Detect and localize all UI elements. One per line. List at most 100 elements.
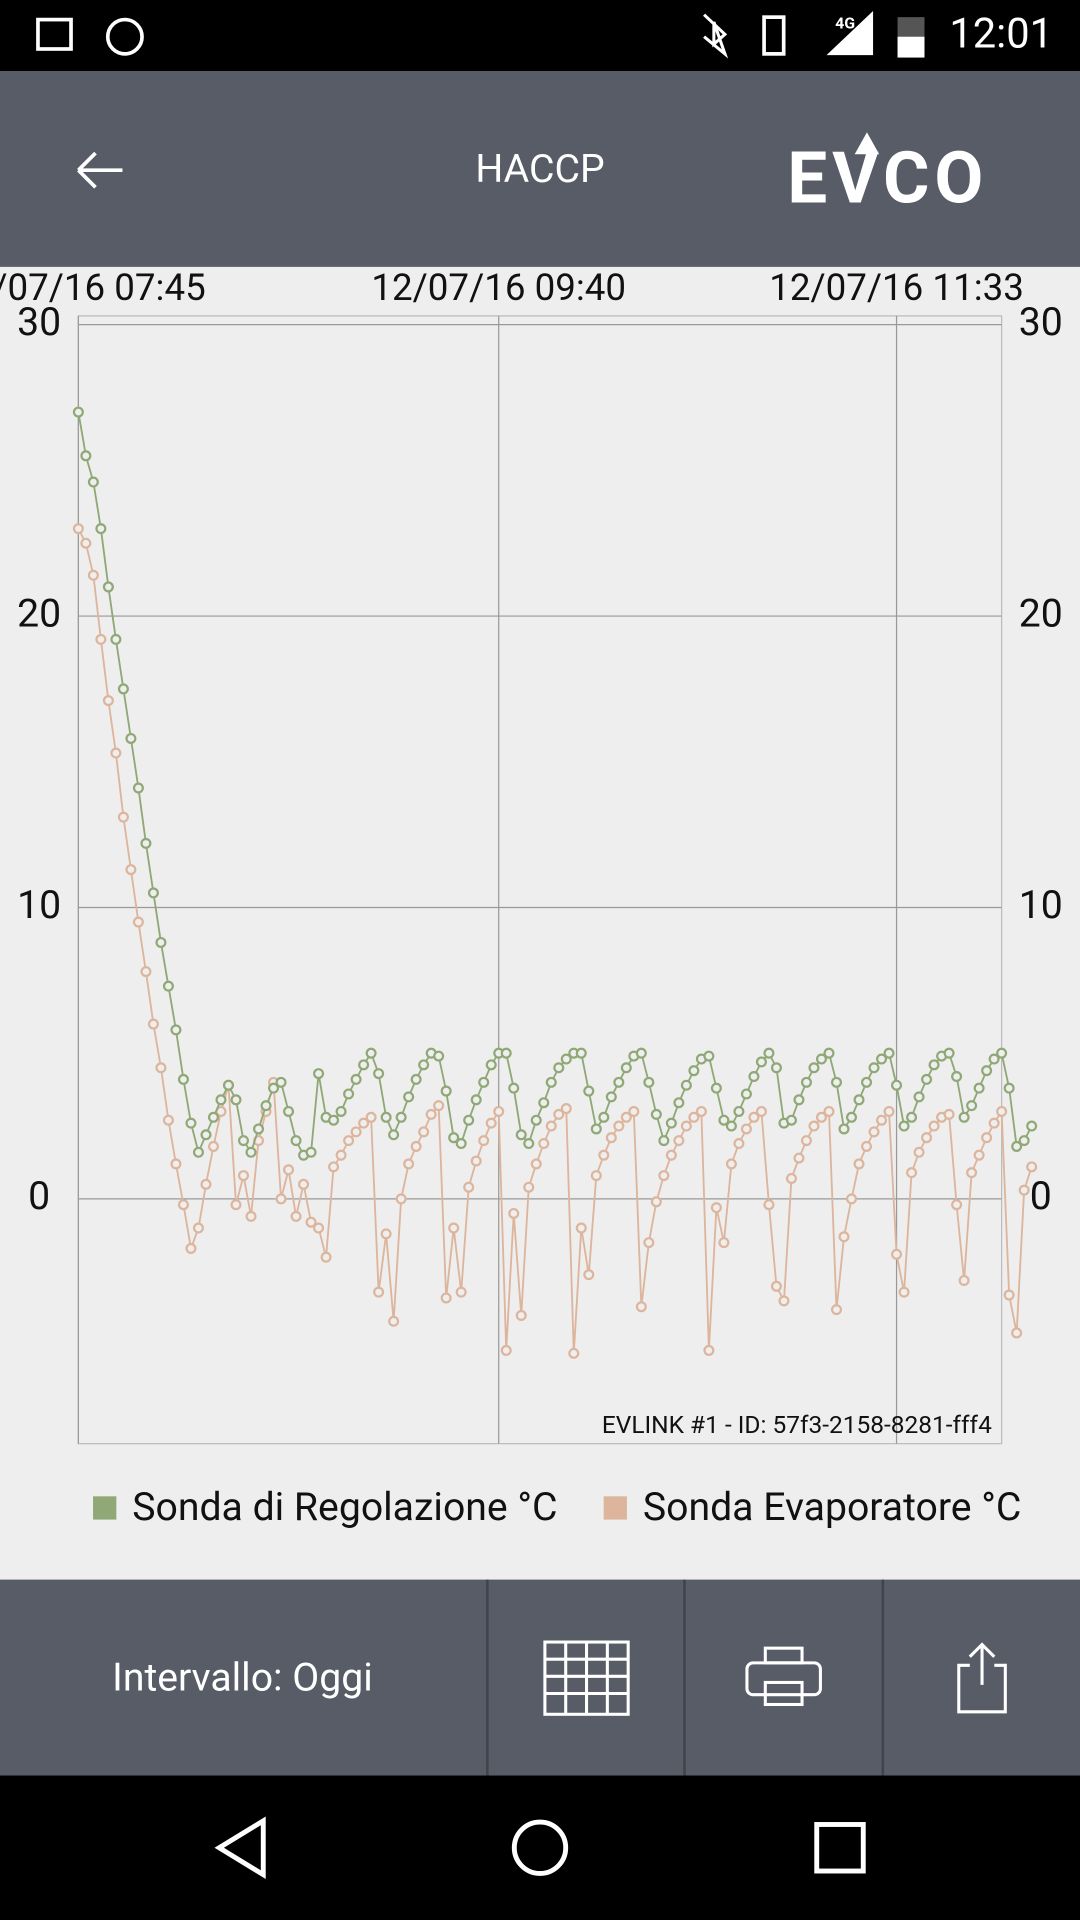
interval-button[interactable]: Intervallo: Oggi: [112, 1654, 373, 1700]
data-point: [770, 1062, 782, 1074]
data-point: [403, 1158, 415, 1170]
data-point: [500, 1344, 512, 1356]
data-point: [1011, 1140, 1023, 1152]
data-point: [290, 1210, 302, 1222]
data-point: [170, 1158, 182, 1170]
data-point: [665, 1117, 677, 1129]
share-button[interactable]: [957, 1642, 1007, 1714]
y-tick-label: 10: [17, 882, 61, 928]
y-tick-label: 30: [17, 299, 61, 345]
data-point: [185, 1117, 197, 1129]
data-point: [823, 1105, 835, 1117]
data-point: [673, 1097, 685, 1109]
data-point: [170, 1024, 182, 1036]
data-point: [883, 1105, 895, 1117]
data-point: [778, 1295, 790, 1307]
data-point: [530, 1158, 542, 1170]
data-point: [260, 1100, 272, 1112]
data-point: [598, 1149, 610, 1161]
data-point: [1018, 1135, 1030, 1147]
nav-back[interactable]: [214, 1816, 266, 1880]
data-point: [268, 1082, 280, 1094]
data-point: [230, 1094, 242, 1106]
data-point: [748, 1111, 760, 1123]
data-point: [928, 1120, 940, 1132]
data-point: [87, 569, 99, 581]
data-point: [162, 1114, 174, 1126]
data-point: [733, 1138, 745, 1150]
data-point: [110, 633, 122, 645]
y-tick-label: 20: [17, 590, 61, 636]
data-point: [966, 1167, 978, 1179]
data-point: [891, 1079, 903, 1091]
data-point: [673, 1135, 685, 1147]
data-point: [140, 837, 152, 849]
data-point: [125, 732, 137, 744]
print-button[interactable]: [745, 1646, 822, 1707]
data-point: [155, 1062, 167, 1074]
data-point: [695, 1105, 707, 1117]
clock: 12:01: [949, 10, 1053, 59]
y2-tick-label: 30: [1019, 299, 1063, 345]
data-point: [740, 1123, 752, 1135]
data-point: [313, 1222, 325, 1234]
data-point: [425, 1108, 437, 1120]
data-point: [1026, 1161, 1038, 1173]
vibrate-icon: [762, 15, 786, 56]
table-button[interactable]: [543, 1640, 630, 1716]
data-point: [538, 1097, 550, 1109]
logo: EVCO: [787, 137, 988, 220]
data-point: [418, 1126, 430, 1138]
data-point: [350, 1073, 362, 1085]
data-point: [508, 1207, 520, 1219]
data-point: [87, 476, 99, 488]
data-point: [635, 1047, 647, 1059]
data-point: [117, 683, 129, 695]
alarm-icon: [105, 17, 144, 56]
data-point: [102, 581, 114, 593]
header: [0, 71, 1080, 267]
data-point: [538, 1138, 550, 1150]
data-point: [485, 1117, 497, 1129]
image-icon: [36, 17, 73, 51]
data-point: [350, 1126, 362, 1138]
data-point: [72, 406, 84, 418]
data-point: [830, 1076, 843, 1088]
data-point: [207, 1140, 219, 1152]
data-point: [515, 1129, 527, 1141]
data-point: [800, 1076, 812, 1088]
data-point: [680, 1079, 692, 1091]
data-point: [913, 1091, 925, 1103]
y2-tick-label: 0: [1030, 1173, 1052, 1219]
data-point: [328, 1161, 340, 1173]
nav-recent[interactable]: [814, 1822, 866, 1874]
data-point: [1003, 1082, 1015, 1094]
data-point: [1026, 1120, 1038, 1132]
data-point: [102, 695, 114, 707]
data-point: [192, 1146, 204, 1158]
data-point: [237, 1170, 250, 1182]
data-point: [162, 980, 174, 992]
legend-swatch: [93, 1496, 117, 1520]
data-point: [328, 1114, 340, 1126]
data-point: [380, 1228, 392, 1240]
data-point: [815, 1111, 827, 1123]
header-title: HACCP: [475, 146, 604, 192]
data-point: [335, 1149, 347, 1161]
data-point: [793, 1094, 805, 1106]
data-point: [365, 1111, 377, 1123]
data-point: [305, 1216, 317, 1228]
data-point: [140, 966, 152, 978]
back-button[interactable]: [77, 151, 123, 189]
nav-home[interactable]: [511, 1819, 569, 1876]
data-point: [80, 450, 92, 462]
y2-tick-label: 10: [1019, 882, 1063, 928]
data-point: [440, 1085, 452, 1097]
data-point: [988, 1053, 1000, 1065]
data-point: [590, 1123, 602, 1135]
data-point: [515, 1309, 527, 1321]
data-point: [200, 1129, 212, 1141]
data-point: [132, 916, 144, 928]
data-point: [718, 1114, 730, 1126]
data-point: [283, 1105, 295, 1117]
